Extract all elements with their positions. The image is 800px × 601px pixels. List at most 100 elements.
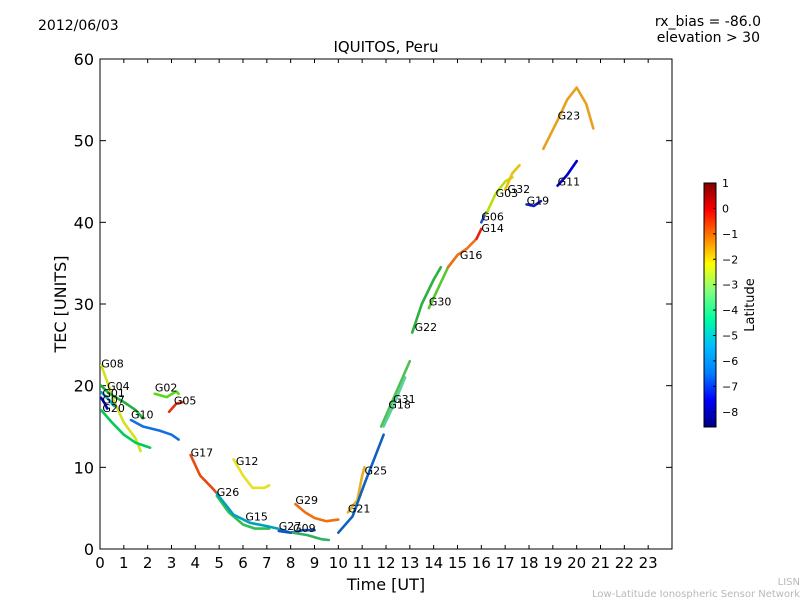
series-line-g12 [232,457,271,490]
series-line-g25 [337,433,385,534]
colorbar-tick-label: −3 [722,279,738,292]
x-tick-label: 11 [353,554,372,572]
satellite-label-g04: G04 [107,380,130,393]
x-tick-label: 18 [519,554,538,572]
x-tick-label: 1 [119,554,129,572]
satellite-label-g32: G32 [508,183,531,196]
x-tick-label: 17 [496,554,515,572]
colorbar-tick-label: −4 [722,304,738,317]
y-tick-label: 0 [84,540,94,559]
satellite-label-g03: G03 [496,187,519,200]
x-tick-label: 0 [95,554,105,572]
series-line-g04 [100,384,145,420]
y-axis-label: TEC [UNITS] [51,256,70,354]
series-line-g20 [100,408,152,449]
colorbar-tick-label: −1 [722,228,738,241]
x-tick-label: 7 [262,554,272,572]
date-label: 2012/06/03 [38,18,119,34]
series-line-g02 [153,390,180,399]
series-line-g19 [525,199,543,208]
series-line-g15 [215,492,290,534]
series-line-g32 [503,163,521,191]
rx-bias-label: rx_bias = -86.0 [654,14,761,30]
y-tick-label: 20 [74,377,94,396]
series-line-g31 [379,359,412,428]
colorbar-tick-label: −5 [722,330,738,343]
y-tick-label: 30 [74,295,94,314]
satellite-label-g17: G17 [191,447,214,460]
satellite-label-g22: G22 [415,321,438,334]
series-line-g23 [542,86,595,151]
series-line-g17 [189,453,221,498]
x-tick-label: 19 [543,554,562,572]
satellite-label-g16: G16 [460,249,483,262]
y-tick-label: 40 [74,213,94,232]
satellite-label-g19: G19 [527,194,550,207]
colorbar-tick-label: −8 [722,406,738,419]
satellite-label-g21: G21 [348,502,371,515]
series-line-g10 [129,418,180,441]
satellite-label-g07: G07 [102,394,125,407]
chart-title: IQUITOS, Peru [333,38,438,56]
elevation-label: elevation > 30 [656,30,760,46]
series-line-g07 [100,396,109,410]
x-tick-label: 16 [472,554,491,572]
x-tick-label: 13 [400,554,419,572]
y-tick-label: 60 [74,50,94,69]
x-tick-label: 15 [448,554,467,572]
x-tick-label: 4 [191,554,201,572]
series-line-g08 [100,364,142,453]
x-tick-label: 22 [615,554,634,572]
satellite-label-g26: G26 [217,486,240,499]
satellite-label-g15: G15 [245,510,268,523]
x-tick-label: 21 [591,554,610,572]
series-line-g18 [382,376,407,428]
colorbar [703,182,717,428]
satellite-label-g20: G20 [102,402,125,415]
x-tick-label: 2 [143,554,153,572]
satellite-label-g30: G30 [429,296,452,309]
x-tick-label: 9 [310,554,320,572]
satellite-label-g23: G23 [558,109,581,122]
x-tick-label: 12 [376,554,395,572]
satellite-label-g11: G11 [558,176,581,189]
colorbar-tick-label: −6 [722,355,738,368]
series-line-g09 [291,531,331,542]
series-line-g29 [294,502,340,523]
satellite-label-g29: G29 [295,494,318,507]
colorbar-tick-label: 1 [722,177,729,190]
satellite-label-g25: G25 [365,465,388,478]
colorbar-tick-label: 0 [722,202,729,215]
x-axis-label: Time [UT] [346,575,425,594]
series-line-g11 [556,159,578,187]
x-tick-label: 3 [167,554,177,572]
x-tick-label: 8 [286,554,296,572]
lisn-short-name: LISN [777,577,800,588]
x-tick-label: 6 [238,554,248,572]
colorbar-label: Latitude [743,278,758,332]
series-line-g16 [446,237,478,269]
series-line-g27 [277,528,316,534]
satellite-label-g09: G09 [293,522,316,535]
series-line-g26 [215,494,271,530]
satellite-label-g18: G18 [388,399,411,412]
satellite-label-g01: G01 [102,387,125,400]
series-line-g05 [167,400,185,414]
colorbar-tick-label: −7 [722,380,738,393]
satellite-label-g05: G05 [174,394,197,407]
x-tick-label: 14 [424,554,443,572]
x-tick-label: 5 [214,554,224,572]
satellite-label-g06: G06 [481,211,504,224]
satellite-label-g27: G27 [279,520,302,533]
y-tick-label: 10 [74,458,94,477]
satellite-label-g31: G31 [393,393,416,406]
satellite-label-g02: G02 [155,381,178,394]
satellite-label-g10: G10 [131,408,154,421]
y-tick-label: 50 [74,132,94,151]
x-tick-label: 10 [329,554,348,572]
series-line-g01 [100,390,116,408]
series-group [100,86,595,542]
series-line-g21 [346,466,366,514]
x-tick-label: 23 [639,554,658,572]
